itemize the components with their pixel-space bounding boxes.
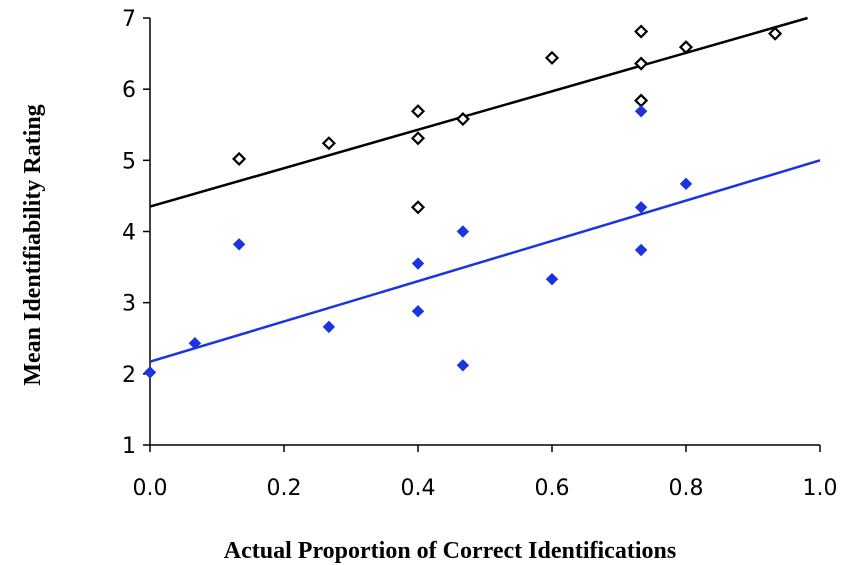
- trendlines: [149, 16, 821, 363]
- data-point: [411, 257, 425, 270]
- data-point: [634, 24, 649, 39]
- data-point: [410, 200, 426, 215]
- x-tick-label: 0.8: [669, 476, 704, 501]
- y-tick-label: 7: [122, 7, 136, 32]
- data-point: [455, 112, 470, 127]
- x-tick-label: 0.6: [535, 476, 570, 501]
- y-axis-title: Mean Identifiability Rating: [20, 104, 46, 385]
- data-point: [456, 359, 470, 372]
- data-point: [634, 243, 648, 257]
- y-tick-label: 2: [122, 363, 136, 388]
- data-point: [232, 238, 246, 251]
- x-axis-title: Actual Proportion of Correct Identificat…: [224, 538, 676, 564]
- data-point: [410, 104, 426, 119]
- data-point: [411, 304, 425, 318]
- data-point: [143, 366, 157, 379]
- data-point: [679, 177, 693, 191]
- trendline: [149, 159, 821, 363]
- data-point: [634, 56, 649, 71]
- data-point: [322, 320, 336, 334]
- y-tick-label: 3: [122, 292, 136, 317]
- data-point: [545, 272, 559, 286]
- axes: [149, 18, 820, 446]
- data-point: [678, 40, 694, 55]
- data-point: [634, 105, 648, 118]
- data-point: [321, 136, 336, 151]
- x-tick-label: 0.2: [267, 476, 302, 501]
- data-point: [232, 151, 247, 166]
- data-point: [634, 201, 648, 214]
- y-tick-label: 6: [122, 78, 136, 103]
- y-tick-label: 1: [122, 434, 136, 459]
- x-tick-label: 1.0: [803, 476, 838, 501]
- data-point: [188, 337, 202, 350]
- x-tick-label: 0.0: [133, 476, 168, 501]
- data-point: [410, 131, 426, 146]
- x-tick-label: 0.4: [401, 476, 436, 501]
- y-ticks: 1 2 3 4 5 6 7: [122, 7, 150, 459]
- y-tick-label: 5: [122, 149, 136, 174]
- y-tick-label: 4: [122, 221, 136, 246]
- data-point: [768, 26, 783, 41]
- data-point: [456, 225, 470, 238]
- x-ticks: 0.0 0.2 0.4 0.6 0.8 1.0: [133, 445, 838, 501]
- data-points: [143, 24, 783, 379]
- data-point: [544, 50, 560, 65]
- data-point: [634, 93, 649, 108]
- trendline: [149, 16, 808, 208]
